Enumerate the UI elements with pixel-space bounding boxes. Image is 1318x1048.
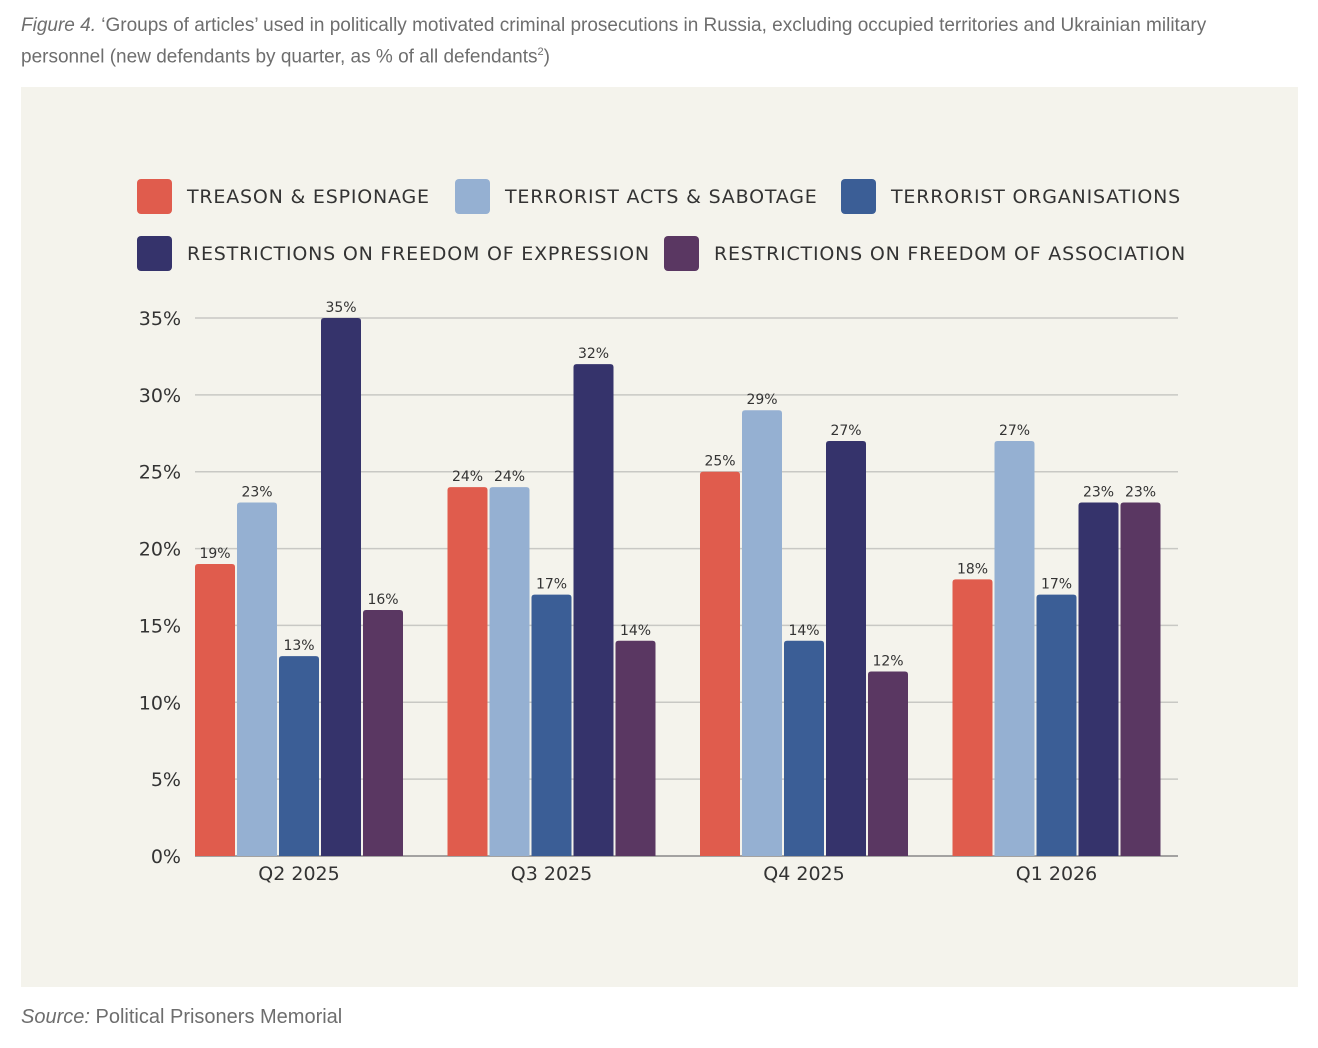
bar bbox=[826, 440, 866, 856]
data-label: 27% bbox=[999, 423, 1030, 439]
figure-label: Figure 4. bbox=[21, 15, 96, 36]
bar bbox=[784, 640, 824, 856]
figure-caption: Figure 4. ‘Groups of articles’ used in p… bbox=[21, 13, 1281, 70]
data-label: 23% bbox=[1083, 484, 1114, 500]
bar bbox=[742, 410, 782, 856]
legend-label: RESTRICTIONS ON FREEDOM OF ASSOCIATION bbox=[714, 243, 1186, 265]
data-label: 35% bbox=[325, 300, 356, 316]
data-label: 25% bbox=[704, 454, 735, 470]
data-label: 24% bbox=[452, 469, 483, 485]
legend-swatch bbox=[841, 179, 876, 214]
legend-label: TERRORIST ORGANISATIONS bbox=[890, 186, 1181, 208]
bar bbox=[1036, 594, 1077, 856]
bar bbox=[279, 656, 319, 856]
y-tick-label: 25% bbox=[139, 462, 181, 484]
footnote-ref[interactable]: 2 bbox=[537, 46, 544, 58]
y-tick-label: 30% bbox=[139, 385, 181, 407]
caption-close: ) bbox=[543, 46, 550, 68]
figure-title: ‘Groups of articles’ used in politically… bbox=[21, 15, 1207, 68]
data-label: 18% bbox=[957, 561, 988, 577]
source-label: Source: bbox=[21, 1006, 90, 1028]
x-tick-label: Q3 2025 bbox=[511, 863, 592, 885]
legend-swatch bbox=[455, 179, 490, 214]
data-label: 32% bbox=[578, 346, 609, 362]
bar bbox=[994, 440, 1035, 856]
legend-swatch bbox=[137, 236, 172, 271]
data-label: 29% bbox=[746, 392, 777, 408]
y-tick-label: 15% bbox=[139, 615, 181, 637]
data-label: 16% bbox=[367, 592, 398, 608]
bar bbox=[1120, 502, 1161, 856]
data-label: 13% bbox=[283, 638, 314, 654]
bar bbox=[447, 487, 488, 856]
data-label: 17% bbox=[1041, 577, 1072, 593]
x-tick-label: Q1 2026 bbox=[1016, 863, 1097, 885]
bar bbox=[237, 502, 277, 856]
legend-label: TERRORIST ACTS & SABOTAGE bbox=[504, 186, 818, 208]
bar bbox=[1078, 502, 1119, 856]
data-label: 24% bbox=[494, 469, 525, 485]
bar bbox=[700, 471, 740, 856]
bar bbox=[195, 563, 235, 856]
legend-swatch bbox=[137, 179, 172, 214]
data-label: 14% bbox=[788, 623, 819, 639]
legend-label: RESTRICTIONS ON FREEDOM OF EXPRESSION bbox=[187, 243, 650, 265]
source-text: Political Prisoners Memorial bbox=[95, 1006, 343, 1028]
bar bbox=[573, 364, 614, 856]
x-tick-label: Q4 2025 bbox=[763, 863, 844, 885]
bar bbox=[615, 640, 656, 856]
source-note: Source: Political Prisoners Memorial bbox=[21, 1006, 342, 1029]
bar bbox=[489, 487, 530, 856]
bar bbox=[531, 594, 572, 856]
data-label: 23% bbox=[241, 484, 272, 500]
legend-swatch bbox=[664, 236, 699, 271]
legend-label: TREASON & ESPIONAGE bbox=[186, 186, 430, 208]
x-tick-label: Q2 2025 bbox=[258, 863, 339, 885]
data-label: 12% bbox=[872, 654, 903, 670]
data-label: 19% bbox=[199, 546, 230, 562]
y-tick-label: 0% bbox=[151, 846, 181, 868]
y-tick-label: 35% bbox=[139, 308, 181, 330]
data-label: 14% bbox=[620, 623, 651, 639]
bar bbox=[321, 318, 361, 856]
y-tick-label: 20% bbox=[139, 539, 181, 561]
bar bbox=[363, 610, 403, 856]
data-label: 17% bbox=[536, 577, 567, 593]
data-label: 27% bbox=[830, 423, 861, 439]
y-tick-label: 5% bbox=[151, 769, 181, 791]
bar bbox=[868, 671, 908, 856]
data-label: 23% bbox=[1125, 484, 1156, 500]
y-tick-label: 10% bbox=[139, 692, 181, 714]
bar bbox=[952, 579, 993, 856]
